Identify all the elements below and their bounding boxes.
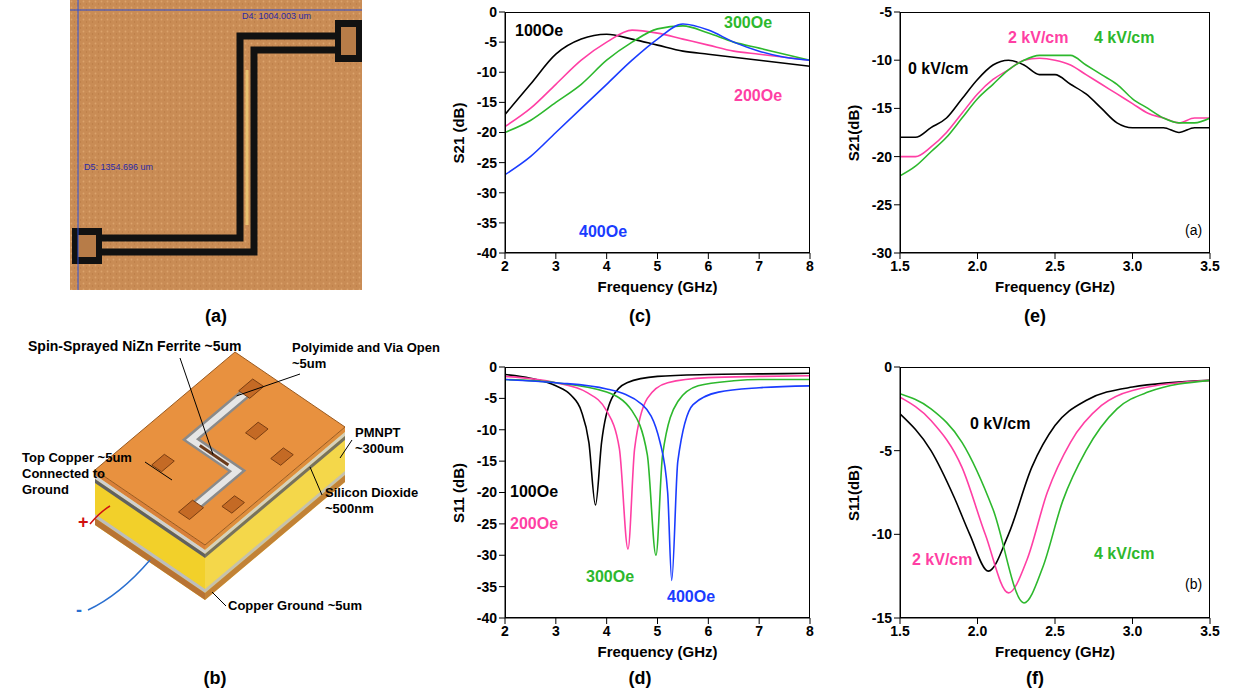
svg-text:3: 3: [552, 258, 560, 274]
html-text:200Oe: 200Oe: [734, 87, 782, 104]
svg-text:-20: -20: [872, 149, 892, 165]
html-text:300Oe: 300Oe: [724, 14, 772, 31]
svg-text:0: 0: [489, 4, 497, 20]
html-text:(b): (b): [203, 668, 227, 688]
svg-text:-10: -10: [477, 422, 497, 438]
svg-text:-15: -15: [872, 100, 892, 116]
svg-text:7: 7: [755, 258, 763, 274]
svg-text:2: 2: [501, 258, 509, 274]
html-text:S21(dB): S21(dB): [844, 104, 862, 161]
html-text:400Oe: 400Oe: [579, 223, 627, 240]
html-text:S11(dB): S11(dB): [844, 464, 862, 521]
html-text:(b): (b): [1185, 576, 1203, 592]
svg-text:-5: -5: [880, 4, 893, 20]
html-text:0 kV/cm: 0 kV/cm: [970, 415, 1031, 432]
svg-text:-25: -25: [477, 155, 497, 171]
html-text:Frequency (GHz): Frequency (GHz): [995, 278, 1115, 295]
html-text:Polyimide and Via Open ~5um: Polyimide and Via Open ~5um: [292, 340, 440, 371]
svg-text:-30: -30: [477, 547, 497, 563]
html-text:(f): (f): [1026, 668, 1044, 688]
svg-text:1.5: 1.5: [890, 623, 910, 639]
html-text:Top Copper ~5um Connected to G: Top Copper ~5um Connected to Ground: [22, 450, 132, 497]
svg-text:3.0: 3.0: [1123, 258, 1143, 274]
svg-text:-10: -10: [477, 64, 497, 80]
html-text:300Oe: 300Oe: [586, 568, 634, 585]
svg-text:0: 0: [489, 359, 497, 375]
svg-text:4: 4: [603, 623, 611, 639]
html-text:2 kV/cm: 2 kV/cm: [912, 551, 973, 568]
html-text:400Oe: 400Oe: [667, 588, 715, 605]
svg-text:-5: -5: [485, 34, 498, 50]
svg-text:2.5: 2.5: [1045, 258, 1065, 274]
svg-text:-35: -35: [477, 215, 497, 231]
html-text:200Oe: 200Oe: [510, 515, 558, 532]
html-text:(e): (e): [1024, 306, 1046, 326]
svg-text:-35: -35: [477, 579, 497, 595]
svg-text:-25: -25: [477, 516, 497, 532]
svg-text:-15: -15: [872, 610, 892, 626]
html-text:4 kV/cm: 4 kV/cm: [1094, 29, 1155, 46]
svg-text:3.0: 3.0: [1123, 623, 1143, 639]
svg-text:-10: -10: [872, 526, 892, 542]
svg-text:3: 3: [552, 623, 560, 639]
svg-text:6: 6: [704, 623, 712, 639]
html-text:(a): (a): [1185, 222, 1203, 238]
svg-text:D5: 1354.696 um: D5: 1354.696 um: [84, 162, 153, 172]
html-text:100Oe: 100Oe: [515, 22, 563, 39]
svg-text:-30: -30: [477, 185, 497, 201]
svg-text:2.0: 2.0: [968, 623, 988, 639]
svg-text:2: 2: [501, 623, 509, 639]
svg-text:-20: -20: [477, 484, 497, 500]
svg-text:8: 8: [806, 623, 814, 639]
svg-text:7: 7: [755, 623, 763, 639]
svg-text:-5: -5: [485, 390, 498, 406]
html-text:S21 (dB): S21 (dB): [449, 102, 467, 163]
svg-text:-25: -25: [872, 197, 892, 213]
svg-text:-30: -30: [872, 245, 892, 261]
html-text:2 kV/cm: 2 kV/cm: [1008, 29, 1069, 46]
svg-text:8: 8: [806, 258, 814, 274]
html-text:(a): (a): [205, 306, 227, 326]
svg-text:-20: -20: [477, 124, 497, 140]
html-text:Spin-Sprayed NiZn Ferrite ~5um: Spin-Sprayed NiZn Ferrite ~5um: [28, 338, 242, 354]
svg-text:-10: -10: [872, 52, 892, 68]
svg-text:5: 5: [654, 258, 662, 274]
svg-text:2.5: 2.5: [1045, 623, 1065, 639]
html-text:Frequency (GHz): Frequency (GHz): [597, 278, 718, 295]
html-text:Frequency (GHz): Frequency (GHz): [995, 643, 1115, 660]
svg-text:2.0: 2.0: [968, 258, 988, 274]
html-text:4 kV/cm: 4 kV/cm: [1094, 545, 1155, 562]
html-text:(c): (c): [629, 306, 651, 326]
svg-text:6: 6: [704, 258, 712, 274]
svg-text:3.5: 3.5: [1200, 623, 1220, 639]
html-text:100Oe: 100Oe: [510, 483, 558, 500]
html-text:PMNPT ~300um: PMNPT ~300um: [355, 425, 404, 456]
svg-text:1.5: 1.5: [890, 258, 910, 274]
html-text:S11 (dB): S11 (dB): [449, 462, 467, 523]
svg-text:4: 4: [603, 258, 611, 274]
html-text:Copper Ground ~5um: Copper Ground ~5um: [228, 598, 362, 613]
svg-text:-15: -15: [477, 453, 497, 469]
svg-text:-40: -40: [477, 610, 497, 626]
html-text:(d): (d): [628, 668, 652, 688]
svg-text:3.5: 3.5: [1200, 258, 1220, 274]
html-text:0 kV/cm: 0 kV/cm: [908, 60, 969, 77]
svg-text:-5: -5: [880, 443, 893, 459]
svg-text:-40: -40: [477, 245, 497, 261]
svg-text:5: 5: [654, 623, 662, 639]
svg-text:0: 0: [884, 359, 892, 375]
html-text:Silicon Dioxide ~500nm: Silicon Dioxide ~500nm: [325, 485, 419, 516]
html-text:Frequency (GHz): Frequency (GHz): [597, 643, 718, 660]
svg-text:D4: 1004.003 um: D4: 1004.003 um: [242, 11, 311, 21]
svg-text:-15: -15: [477, 94, 497, 110]
